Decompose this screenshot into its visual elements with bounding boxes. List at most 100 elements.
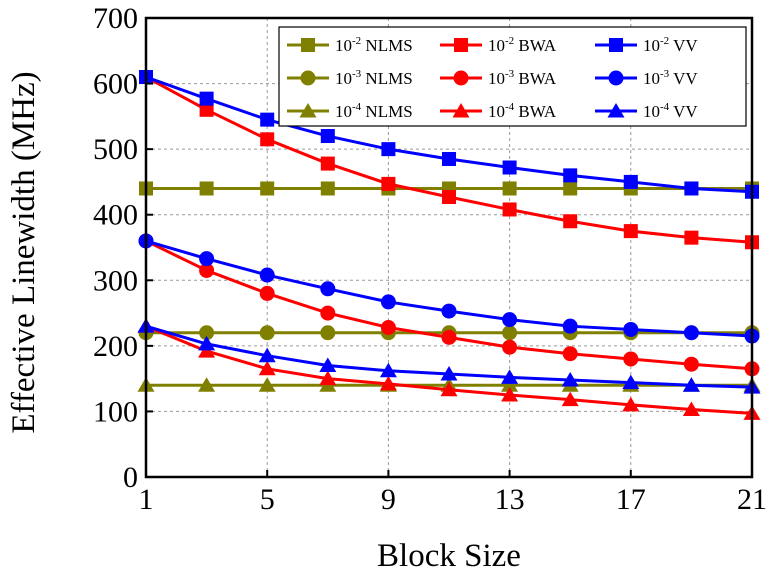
data-point	[198, 335, 216, 351]
legend-label: 10-3 NLMS	[335, 68, 413, 88]
data-point	[502, 181, 517, 196]
data-point	[258, 377, 276, 392]
data-point	[684, 181, 699, 196]
data-point	[199, 325, 215, 341]
data-point	[320, 305, 336, 321]
data-point	[319, 370, 337, 386]
data-point	[259, 285, 275, 301]
x-tick-label: 1	[139, 483, 154, 516]
y-tick-label: 100	[93, 395, 138, 428]
legend-item: 10-4 VV	[595, 101, 698, 121]
data-point	[501, 387, 519, 402]
data-point	[442, 190, 456, 205]
data-point	[623, 321, 639, 337]
data-point	[502, 202, 517, 217]
legend-marker	[452, 103, 470, 118]
plot-frame	[144, 16, 754, 479]
data-point	[623, 224, 638, 239]
data-point	[199, 251, 215, 267]
y-tick-label: 700	[93, 2, 138, 35]
data-point	[501, 369, 519, 384]
axis-ticks: 1 5 9 13 17 21 0 100 200 300 400 500 600 700	[93, 2, 767, 516]
data-point	[199, 262, 215, 278]
data-point	[320, 181, 335, 196]
y-tick-label: 300	[93, 264, 138, 297]
data-point	[440, 381, 458, 397]
series	[139, 70, 759, 250]
legend-label: 10-3 VV	[643, 68, 698, 88]
data-point	[381, 176, 396, 191]
data-point	[258, 347, 276, 363]
data-point	[380, 319, 396, 335]
legend-marker	[300, 70, 316, 86]
data-point	[502, 160, 517, 175]
legend-marker	[454, 38, 468, 52]
data-point	[563, 168, 578, 183]
data-point	[622, 396, 640, 412]
legend-label: 10-3 BWA	[488, 68, 557, 88]
legend-label: 10-4 VV	[643, 101, 698, 121]
data-point	[379, 362, 397, 378]
data-point	[623, 351, 639, 367]
data-point	[258, 360, 276, 376]
y-tick-label: 0	[123, 461, 138, 494]
data-point	[319, 357, 337, 373]
data-point	[563, 181, 578, 196]
data-point	[199, 91, 214, 106]
data-point	[440, 366, 458, 381]
y-tick-label: 200	[93, 330, 138, 363]
legend-item: 10-2 VV	[595, 35, 698, 55]
data-point	[683, 325, 699, 341]
legend-item: 10-4 BWA	[440, 101, 557, 121]
legend: 10-2 NLMS 10-2 BWA 10-2 VV 10-3 NLMS 10-3 BW…	[278, 26, 747, 127]
data-point	[561, 391, 579, 407]
legend-box	[278, 26, 747, 127]
data-point	[320, 325, 336, 341]
legend-item: 10-2 NLMS	[287, 35, 413, 55]
x-tick-label: 21	[737, 483, 767, 516]
data-point	[260, 181, 275, 196]
legend-marker	[608, 70, 624, 86]
data-point	[561, 371, 579, 387]
y-axis-title: Effective Linewidth (MHz)	[6, 71, 42, 433]
data-point	[260, 112, 275, 127]
legend-label: 10-2 VV	[643, 35, 698, 55]
data-point	[259, 325, 275, 341]
data-point	[380, 294, 396, 310]
data-point	[683, 356, 699, 372]
y-tick-label: 500	[93, 133, 138, 166]
data-point	[502, 339, 518, 355]
data-point	[320, 156, 335, 171]
series	[137, 318, 761, 394]
data-point	[502, 312, 518, 328]
legend-label: 10-2 NLMS	[335, 35, 413, 55]
legend-marker	[301, 38, 315, 52]
data-point	[379, 375, 397, 391]
data-point	[441, 329, 457, 345]
data-point	[501, 377, 519, 392]
legend-marker	[299, 103, 317, 118]
data-point	[562, 346, 578, 362]
x-tick-label: 5	[260, 483, 275, 516]
legend-marker	[453, 70, 469, 86]
data-point	[441, 303, 457, 319]
data-point	[320, 281, 336, 297]
series-line	[145, 239, 753, 338]
series	[139, 70, 759, 199]
legend-label: 10-2 BWA	[488, 35, 557, 55]
series-layer	[137, 70, 761, 420]
legend-item: 10-4 NLMS	[287, 101, 413, 121]
data-point	[260, 132, 275, 147]
legend-item: 10-2 BWA	[440, 35, 557, 55]
legend-item: 10-3 BWA	[440, 68, 557, 88]
data-point	[259, 267, 275, 283]
data-point	[198, 377, 216, 392]
y-tick-label: 600	[93, 68, 138, 101]
data-point	[442, 151, 456, 166]
data-point	[199, 102, 214, 117]
data-point	[502, 325, 518, 341]
data-point	[682, 377, 700, 392]
x-axis-title: Block Size	[377, 538, 521, 574]
